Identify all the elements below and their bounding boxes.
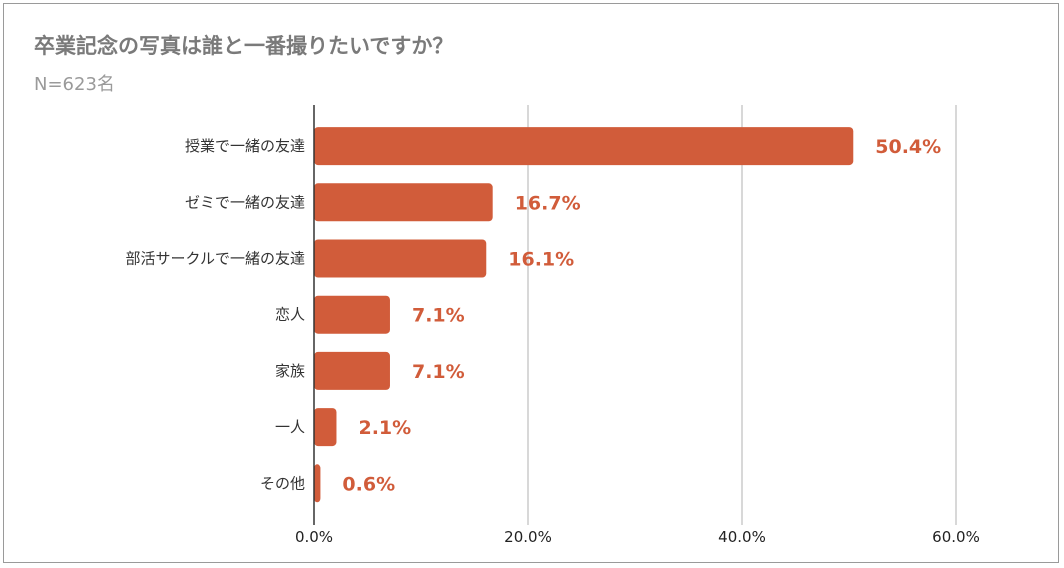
bar [314, 351, 390, 390]
bar [314, 183, 493, 222]
value-label: 50.4% [875, 136, 941, 158]
x-tick-label: 40.0% [718, 528, 766, 546]
bar [314, 464, 321, 503]
chart-subtitle: N=623名 [34, 74, 115, 95]
category-label: 家族 [275, 362, 305, 380]
bar [314, 408, 337, 447]
value-label: 0.6% [342, 473, 395, 495]
x-tick-label: 0.0% [295, 528, 333, 546]
category-label: 授業で一緒の友達 [185, 137, 305, 155]
category-label: 部活サークルで一緒の友達 [125, 250, 305, 268]
bar [314, 295, 390, 334]
bar [314, 127, 854, 166]
x-tick-label: 60.0% [932, 528, 980, 546]
category-label: 一人 [275, 418, 305, 436]
category-label: ゼミで一緒の友達 [185, 193, 305, 211]
value-label: 16.7% [515, 192, 581, 214]
category-label: その他 [260, 474, 305, 492]
category-label: 恋人 [275, 306, 305, 324]
bar [314, 239, 487, 278]
value-label: 7.1% [412, 305, 465, 327]
value-label: 2.1% [358, 417, 411, 439]
value-label: 16.1% [508, 249, 574, 271]
gridlines [527, 105, 957, 525]
value-label: 7.1% [412, 361, 465, 383]
bars [314, 127, 854, 503]
x-tick-labels: 0.0% 20.0% 40.0% 60.0% [295, 528, 980, 546]
chart-frame [3, 3, 1059, 563]
x-tick-label: 20.0% [504, 528, 552, 546]
value-labels: 50.4% 16.7% 16.1% 7.1% 7.1% 2.1% 0.6% [342, 136, 941, 495]
chart-title: 卒業記念の写真は誰と一番撮りたいですか？ [34, 34, 454, 58]
